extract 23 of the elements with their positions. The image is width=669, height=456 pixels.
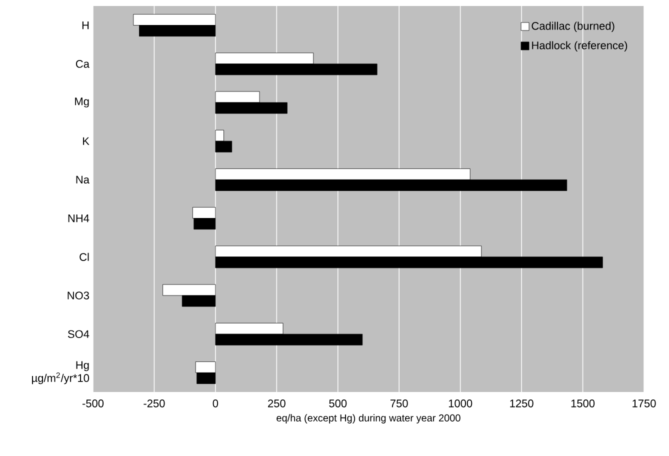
category-label: Hg µg/m$^{2}$/yr*10 xyxy=(32,361,90,384)
y-tick-label: Mg xyxy=(75,98,89,108)
y-tick-label: SO4 xyxy=(68,330,90,338)
legend-label: Hadlock (reference) xyxy=(532,41,628,52)
x-tick-label: 750 xyxy=(390,400,408,408)
y-tick-label: Cl xyxy=(80,252,89,261)
x-axis-title: eq/ha (except Hg) during water year 2000 xyxy=(276,414,460,424)
x-tick-label: 250 xyxy=(268,400,286,408)
y-tick-label: NO3 xyxy=(68,292,90,300)
x-tick-label: 0 xyxy=(212,400,218,408)
x-tick-label: 500 xyxy=(329,400,347,408)
y-tick-label: Ca xyxy=(76,60,90,68)
y-tick-label: NH4 xyxy=(68,214,90,222)
x-tick-label: -500 xyxy=(82,400,104,408)
x-tick-label: 1500 xyxy=(571,400,595,408)
y-tick-label: Na xyxy=(76,176,90,184)
x-tick-label: 1250 xyxy=(510,400,534,408)
y-tick-label: H xyxy=(82,22,89,30)
x-tick-label: 1000 xyxy=(448,400,472,408)
legend-label: Cadillac (burned) xyxy=(532,22,614,32)
x-tick-label: 1750 xyxy=(632,400,656,408)
y-tick-label: K xyxy=(83,137,90,145)
x-tick-label: -250 xyxy=(144,400,165,408)
